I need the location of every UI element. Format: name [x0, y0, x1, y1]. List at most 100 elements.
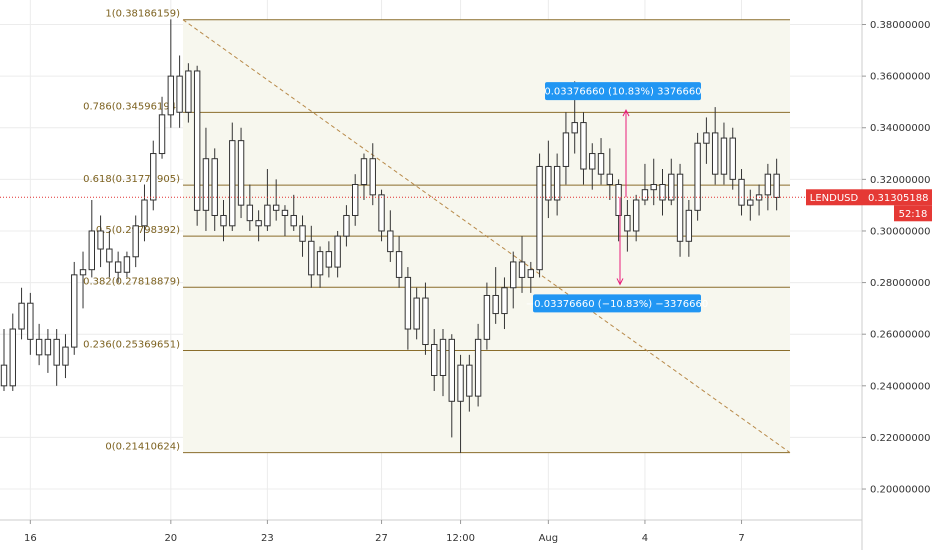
- candle: [510, 251, 517, 309]
- candle-body: [545, 165, 552, 201]
- candle-body: [150, 153, 157, 201]
- candle: [202, 127, 210, 231]
- candle: [773, 158, 780, 211]
- candle-body: [483, 294, 491, 340]
- candle-body: [510, 261, 517, 289]
- candle-body: [536, 165, 543, 271]
- candle-body: [202, 158, 210, 211]
- time-axis-ticks: 16 20 23 27 12:00 Aug 4 7: [24, 520, 745, 544]
- candle: [62, 334, 69, 379]
- candle: [193, 65, 201, 226]
- candle-body: [9, 328, 16, 387]
- fib-level-label: 0.618(0.31777905): [83, 174, 180, 185]
- countdown-label: 52:18: [899, 209, 928, 220]
- candle: [229, 122, 236, 231]
- candle-body: [553, 165, 561, 201]
- candle: [589, 143, 596, 190]
- candle-body: [176, 75, 183, 113]
- candle-body: [597, 153, 605, 175]
- candle: [431, 329, 438, 391]
- candle: [220, 200, 227, 242]
- candle-body: [352, 184, 359, 216]
- candle-body: [448, 338, 455, 402]
- candle-body: [659, 184, 666, 201]
- candle: [0, 329, 8, 391]
- candle: [711, 107, 719, 185]
- price-axis[interactable]: [862, 0, 932, 550]
- candle-body: [404, 276, 412, 330]
- candle-body: [141, 199, 148, 227]
- candle-body: [711, 132, 719, 175]
- candle-body: [422, 297, 429, 346]
- fib-level-label: 0(0.21410624): [105, 442, 180, 453]
- x-tick-label: 12:00: [446, 533, 475, 544]
- candle: [308, 225, 315, 288]
- x-tick-label: 23: [261, 533, 274, 544]
- candle: [53, 329, 60, 386]
- x-tick-label: 27: [375, 533, 388, 544]
- candle: [747, 189, 754, 221]
- trend-line[interactable]: [182, 19, 791, 454]
- candle: [676, 163, 684, 257]
- candle: [597, 138, 605, 185]
- candle-body: [615, 184, 622, 216]
- y-tick-label: 0.34000000: [870, 123, 930, 134]
- candle: [97, 215, 104, 268]
- symbol-label: LENDUSD: [810, 193, 859, 204]
- candle-body: [387, 230, 394, 253]
- x-tick-label: 20: [164, 533, 177, 544]
- x-tick-label: 7: [738, 533, 744, 544]
- candle-body: [457, 364, 464, 402]
- candle-body: [281, 209, 289, 216]
- candle: [764, 163, 772, 211]
- candle: [325, 241, 333, 278]
- candle-body: [35, 338, 43, 356]
- candle: [352, 174, 359, 226]
- candle: [685, 200, 693, 257]
- candle-body: [123, 256, 131, 273]
- candle-body: [316, 251, 324, 276]
- candle: [79, 251, 87, 309]
- price-range-measure[interactable]: 0.03376660 (10.83%) 3376660 −0.03376660 (…: [526, 82, 708, 313]
- candle: [123, 251, 131, 278]
- candle: [474, 323, 482, 407]
- candle-body: [685, 209, 693, 242]
- candle-body: [466, 364, 473, 397]
- candle-body: [571, 122, 578, 134]
- candle: [738, 169, 745, 216]
- candle-body: [694, 142, 701, 211]
- last-price-badge: [862, 189, 932, 206]
- candle: [369, 143, 376, 206]
- candle: [624, 200, 631, 252]
- candle: [141, 184, 148, 242]
- measure-down-badge: [533, 294, 701, 313]
- candle-body: [738, 178, 745, 206]
- candle-body: [632, 199, 640, 232]
- candle: [448, 334, 455, 438]
- x-tick-label: 16: [24, 533, 37, 544]
- candle: [536, 153, 543, 278]
- candle: [439, 329, 447, 397]
- fib-level-label: 0.236(0.25369651): [83, 339, 180, 350]
- candle: [132, 215, 139, 268]
- y-tick-label: 0.22000000: [870, 433, 930, 444]
- y-tick-label: 0.30000000: [870, 226, 930, 237]
- candle-body: [0, 364, 8, 387]
- candle: [176, 55, 183, 128]
- candle: [694, 132, 701, 221]
- candle-body: [431, 344, 438, 376]
- measure-up-label: 0.03376660 (10.83%) 3376660: [544, 87, 701, 98]
- countdown-badge: [894, 205, 932, 222]
- fib-level-label: 1(0.38186159): [105, 9, 180, 20]
- candle: [650, 158, 657, 206]
- y-tick-label: 0.32000000: [870, 175, 930, 186]
- candle-body: [378, 194, 385, 232]
- measure-up-badge: [545, 82, 701, 101]
- candle-body: [193, 70, 201, 211]
- candle: [44, 329, 52, 373]
- candle-body: [395, 251, 403, 278]
- candle-body: [334, 235, 341, 268]
- candle-body: [650, 184, 657, 191]
- candle: [378, 189, 385, 242]
